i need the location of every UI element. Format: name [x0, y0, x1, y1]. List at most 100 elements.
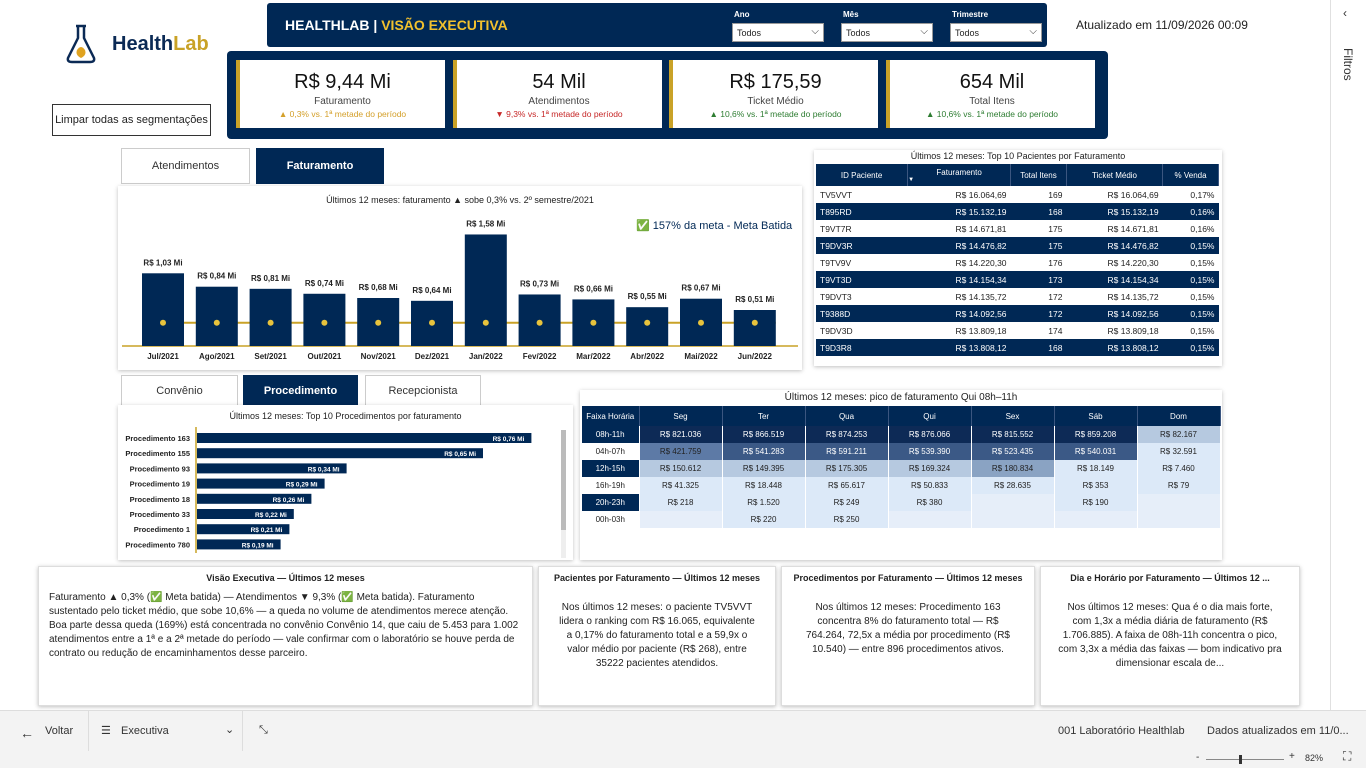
bottom-bar: ← Voltar ☰ Executiva ⌄ ⤡ 001 Laboratório…	[0, 710, 1366, 768]
table-cell: 169	[1048, 189, 1063, 200]
bar[interactable]	[197, 493, 312, 504]
y-tick-label: Procedimento 18	[130, 495, 190, 504]
goal-marker	[375, 319, 382, 326]
column-header[interactable]: % Venda	[1162, 164, 1219, 186]
bar[interactable]	[142, 273, 184, 346]
matrix-cell: R$ 169.324	[888, 460, 972, 477]
table-row[interactable]: T9TV9V R$ 14.220,30 176 R$ 14.220,30 0,15%	[816, 254, 1219, 271]
column-header[interactable]: Faturamento ▼	[907, 164, 1012, 186]
tab-0[interactable]: Convênio	[121, 375, 238, 406]
matrix-row[interactable]: 08h-11h R$ 821.036 R$ 866.519 R$ 874.253 R$ …	[582, 426, 1221, 443]
bar[interactable]	[197, 433, 532, 443]
matrix-cell: R$ 28.635	[971, 477, 1055, 494]
column-header[interactable]: Ter	[722, 406, 806, 426]
table-cell: T9DVT3	[820, 291, 852, 302]
column-header-label: Faturamento	[936, 167, 982, 177]
column-header[interactable]: Sáb	[1054, 406, 1138, 426]
arrow-left-icon[interactable]: ←	[20, 725, 34, 741]
bar[interactable]	[195, 286, 238, 346]
table-cell: R$ 14.154,34	[907, 271, 1011, 288]
column-header[interactable]: Seg	[639, 406, 723, 426]
tab-2[interactable]: Recepcionista	[365, 375, 481, 406]
table-row[interactable]: T9388D R$ 14.092,56 172 R$ 14.092,56 0,15%	[816, 305, 1219, 322]
column-header-label: Ticket Médio	[1091, 170, 1138, 180]
zoom-out-button[interactable]: -	[1196, 752, 1200, 763]
column-header[interactable]: Faixa Horária	[582, 406, 640, 426]
bar-label: R$ 0,66 Mi	[574, 284, 613, 293]
narrative-card: Visão Executiva — Últimos 12 meses Fatura…	[38, 566, 533, 706]
collapse-icon[interactable]: ⤡	[259, 724, 268, 736]
x-tick-label: Set/2021	[254, 352, 287, 361]
chevron-down-icon: ⌵	[1029, 26, 1037, 37]
goal-marker	[644, 319, 651, 326]
column-header[interactable]: Sex	[971, 406, 1055, 426]
table-cell: 175	[1010, 237, 1067, 254]
table-row[interactable]: T9DVT3 R$ 14.135,72 172 R$ 14.135,72 0,15%	[816, 288, 1219, 305]
table-row[interactable]: T9DV3R R$ 14.476,82 175 R$ 14.476,82 0,15%	[816, 237, 1219, 254]
filters-label[interactable]: Filtros	[1341, 48, 1355, 81]
zoom-in-button[interactable]: +	[1289, 751, 1295, 762]
kpi-label: Faturamento	[314, 96, 371, 107]
column-header[interactable]: Ticket Médio	[1066, 164, 1164, 186]
matrix-cell: R$ 18.149	[1054, 460, 1138, 477]
bar[interactable]	[197, 448, 483, 459]
zoom-handle[interactable]	[1239, 755, 1242, 764]
matrix-cell: R$ 249	[805, 494, 889, 511]
table-row[interactable]: T9VT7R R$ 14.671,81 175 R$ 14.671,81 0,16%	[816, 220, 1219, 237]
bar[interactable]	[197, 524, 290, 535]
bar-label: R$ 0,19 Mi	[242, 542, 274, 549]
matrix-row[interactable]: 04h-07h R$ 421.759 R$ 541.283 R$ 591.211 R$ …	[582, 443, 1221, 460]
bar-label: R$ 0,81 Mi	[251, 274, 290, 283]
clear-filters-button[interactable]: Limpar todas as segmentações	[52, 104, 211, 136]
column-header[interactable]: Dom	[1137, 406, 1221, 426]
bar[interactable]	[626, 307, 669, 346]
scrollbar[interactable]	[561, 430, 566, 558]
bar-label: R$ 0,21 Mi	[251, 527, 283, 534]
goal-marker	[536, 319, 543, 326]
matrix-row[interactable]: 00h-03h R$ 220 R$ 250	[582, 511, 1221, 528]
bar[interactable]	[197, 463, 347, 474]
column-header[interactable]: Qui	[888, 406, 972, 426]
table-cell: 175	[1048, 223, 1063, 234]
tab-faturamento[interactable]: Faturamento	[256, 148, 384, 184]
matrix-cell: R$ 79	[1137, 477, 1221, 494]
bar[interactable]	[464, 234, 507, 346]
bar[interactable]	[249, 288, 292, 346]
zoom-slider[interactable]	[1206, 755, 1284, 764]
column-header-label: ID Paciente	[840, 170, 883, 180]
column-header[interactable]: Total Itens	[1010, 164, 1067, 186]
back-button[interactable]: Voltar	[45, 725, 74, 737]
column-header[interactable]: ID Paciente	[816, 164, 909, 186]
tab-1[interactable]: Procedimento	[243, 375, 358, 406]
bar[interactable]	[197, 478, 325, 489]
matrix-row[interactable]: 20h-23h R$ 218 R$ 1.520 R$ 249 R$ 380 R$ 190	[582, 494, 1221, 511]
narrative-body: Nos últimos 12 meses: o paciente TV5VVT …	[559, 602, 755, 669]
chevron-left-icon[interactable]: ‹	[1343, 6, 1347, 20]
table-row[interactable]: TV5VVT R$ 16.064,69 169 R$ 16.064,69 0,17%	[816, 186, 1219, 203]
table-row[interactable]: T9DV3D R$ 13.809,18 174 R$ 13.809,18 0,15%	[816, 322, 1219, 339]
table-row[interactable]: T9D3R8 R$ 13.808,12 168 R$ 13.808,12 0,15%	[816, 339, 1219, 356]
bar-label: R$ 0,34 Mi	[308, 466, 340, 473]
tab-atendimentos[interactable]: Atendimentos	[121, 148, 250, 184]
page-selector[interactable]: ☰ Executiva ⌄	[88, 711, 243, 751]
table-cell: 176	[1048, 257, 1063, 268]
bar[interactable]	[733, 310, 776, 346]
slicer-dropdown-1[interactable]: Todos ⌵	[841, 23, 933, 42]
filters-pane[interactable]: ‹ Filtros	[1330, 0, 1366, 710]
bar[interactable]	[197, 539, 281, 550]
fit-page-icon[interactable]: ⛶	[1343, 749, 1352, 763]
column-header[interactable]: Qua	[805, 406, 889, 426]
matrix-row[interactable]: 12h-15h R$ 150.612 R$ 149.395 R$ 175.305 R$ …	[582, 460, 1221, 477]
table-row[interactable]: T895RD R$ 15.132,19 168 R$ 15.132,19 0,16%	[816, 203, 1219, 220]
slicer-label-0: Ano	[734, 10, 750, 19]
table-cell: TV5VVT	[820, 189, 853, 200]
slicer-dropdown-0[interactable]: Todos ⌵	[732, 23, 824, 42]
x-tick-label: Nov/2021	[361, 352, 397, 361]
table-cell: T9TV9V	[820, 257, 852, 268]
bar-label: R$ 0,29 Mi	[286, 482, 318, 489]
goal-marker	[213, 319, 220, 326]
slicer-dropdown-2[interactable]: Todos ⌵	[950, 23, 1042, 42]
bar[interactable]	[197, 509, 294, 519]
table-row[interactable]: T9VT3D R$ 14.154,34 173 R$ 14.154,34 0,15%	[816, 271, 1219, 288]
matrix-row[interactable]: 16h-19h R$ 41.325 R$ 18.448 R$ 65.617 R$ 50.…	[582, 477, 1221, 494]
